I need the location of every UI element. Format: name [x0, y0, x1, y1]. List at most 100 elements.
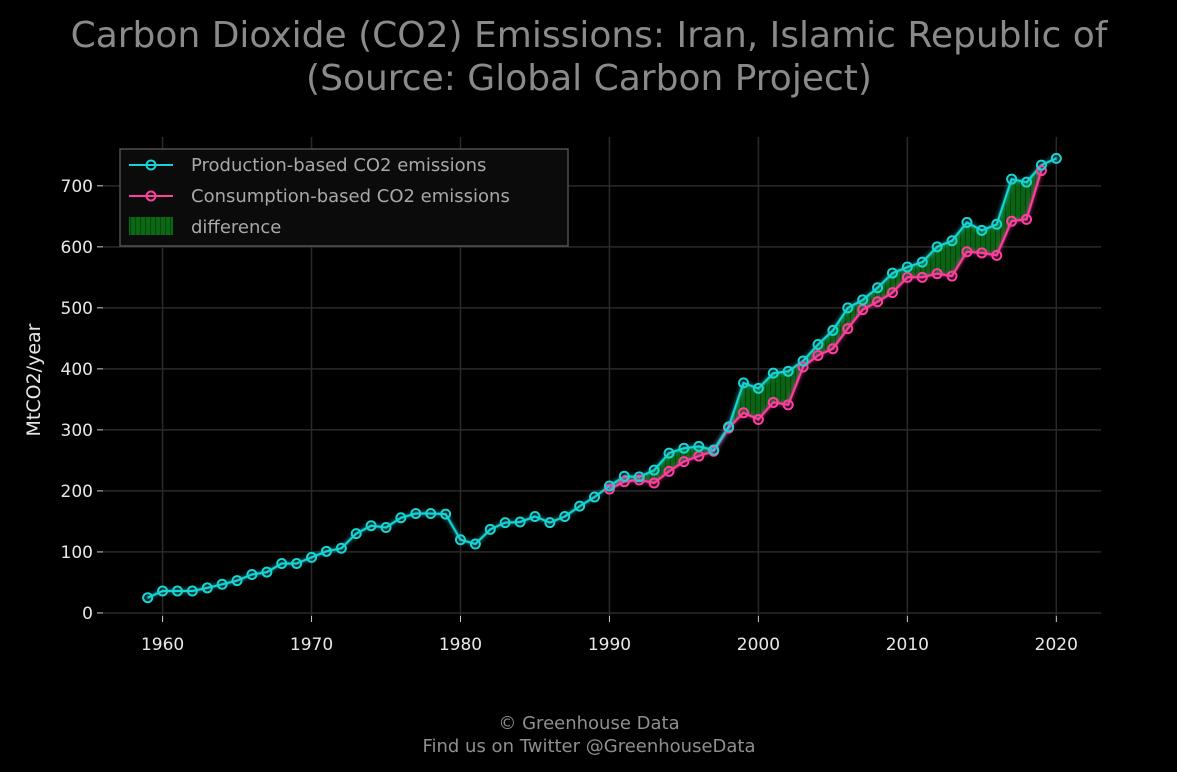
production-point-1960 [157, 585, 169, 597]
production-point-1993 [648, 464, 660, 476]
production-point-1968 [276, 558, 288, 570]
y-tick-label-500: 500 [61, 299, 93, 319]
y-tick-label-200: 200 [61, 482, 93, 502]
production-point-2006 [842, 302, 854, 314]
y-tick-label-700: 700 [61, 177, 93, 197]
production-point-1990 [603, 480, 615, 492]
production-point-1974 [365, 520, 377, 532]
production-point-1991 [618, 470, 630, 482]
consumption-point-2006 [842, 323, 854, 335]
production-point-1973 [350, 528, 362, 540]
consumption-point-1991 [618, 476, 630, 488]
legend-consumption-label: Consumption-based CO2 emissions [191, 186, 510, 207]
production-point-1992 [633, 471, 645, 483]
production-point-1972 [335, 542, 347, 554]
production-point-1963 [201, 582, 213, 594]
consumption-point-2002 [782, 399, 794, 411]
consumption-point-1993 [648, 477, 660, 489]
production-point-2004 [812, 338, 824, 350]
x-tick-label-1960: 1960 [141, 635, 184, 655]
series-points [142, 152, 1062, 604]
difference-fill [609, 165, 1042, 490]
legend-difference-swatch [129, 217, 173, 235]
x-tick-label-2000: 2000 [737, 635, 780, 655]
production-point-1986 [544, 517, 556, 529]
production-point-1996 [693, 440, 705, 452]
consumption-point-2012 [931, 268, 943, 280]
production-point-2017 [1006, 173, 1018, 185]
production-line [147, 157, 1057, 599]
production-point-2015 [976, 224, 988, 236]
production-point-1985 [529, 511, 541, 523]
production-point-2012 [931, 241, 943, 253]
production-point-1964 [216, 578, 228, 590]
production-point-1989 [589, 491, 601, 503]
production-point-1995 [678, 442, 690, 454]
production-point-2020 [1050, 152, 1062, 164]
y-axis-label: MtCO2/year [23, 323, 45, 436]
legend: Production-based CO2 emissions Consumpti… [119, 148, 569, 247]
consumption-point-2018 [1021, 213, 1033, 225]
chart-title-line1: Carbon Dioxide (CO2) Emissions: Iran, Is… [71, 15, 1109, 56]
production-point-2010 [901, 261, 913, 273]
legend-production-marker [145, 159, 157, 171]
consumption-point-2005 [827, 343, 839, 355]
consumption-point-2016 [991, 249, 1003, 261]
production-point-1977 [410, 507, 422, 519]
production-point-2001 [767, 367, 779, 379]
production-point-1961 [171, 585, 183, 597]
series-lines [142, 153, 1062, 603]
production-point-1975 [380, 522, 392, 534]
production-point-1983 [499, 517, 511, 529]
x-tick-label-2010: 2010 [886, 635, 929, 655]
production-point-1999 [738, 377, 750, 389]
footer-twitter: Find us on Twitter @GreenhouseData [422, 736, 755, 757]
production-point-2008 [872, 282, 884, 294]
production-point-2018 [1021, 176, 1033, 188]
production-point-1959 [142, 592, 154, 604]
legend-difference-label: difference [191, 217, 281, 238]
production-point-1965 [231, 575, 243, 587]
plot-grid [103, 137, 1101, 616]
production-point-1998 [723, 421, 735, 433]
production-point-1970 [306, 551, 318, 563]
consumption-point-2015 [976, 247, 988, 259]
consumption-point-1994 [663, 465, 675, 477]
production-point-1984 [514, 516, 526, 528]
consumption-point-2019 [1035, 165, 1047, 177]
consumption-point-2004 [812, 349, 824, 361]
footer-credit: © Greenhouse Data [498, 713, 679, 734]
consumption-glow-0 [604, 165, 1047, 495]
y-axis-ticks: 0 100 200 300 400 500 600 700 [61, 177, 103, 624]
consumption-point-2011 [916, 271, 928, 283]
production-point-1994 [663, 447, 675, 459]
consumption-line [608, 170, 1043, 490]
production-point-1978 [425, 507, 437, 519]
production-point-1981 [469, 538, 481, 550]
production-point-1982 [484, 523, 496, 535]
production-point-2007 [857, 294, 869, 306]
production-point-1971 [320, 545, 332, 557]
consumption-point-2010 [901, 271, 913, 283]
production-point-1997 [708, 444, 720, 456]
y-tick-label-300: 300 [61, 421, 93, 441]
x-tick-label-1990: 1990 [588, 635, 631, 655]
production-point-1980 [454, 534, 466, 546]
consumption-point-2014 [961, 246, 973, 258]
production-point-1969 [291, 558, 303, 570]
consumption-point-2003 [797, 361, 809, 373]
y-tick-label-400: 400 [61, 360, 93, 380]
chart-title-line2: (Source: Global Carbon Project) [306, 58, 872, 99]
consumption-glow-2 [607, 168, 1044, 491]
y-tick-label-0: 0 [82, 604, 93, 624]
production-point-2005 [827, 324, 839, 336]
legend-production-label: Production-based CO2 emissions [191, 155, 486, 176]
production-point-2003 [797, 355, 809, 367]
x-tick-label-1980: 1980 [439, 635, 482, 655]
consumption-point-1999 [738, 407, 750, 419]
consumption-glow-1 [606, 167, 1045, 493]
production-point-2009 [886, 267, 898, 279]
y-tick-label-100: 100 [61, 543, 93, 563]
difference-area [609, 165, 1042, 490]
